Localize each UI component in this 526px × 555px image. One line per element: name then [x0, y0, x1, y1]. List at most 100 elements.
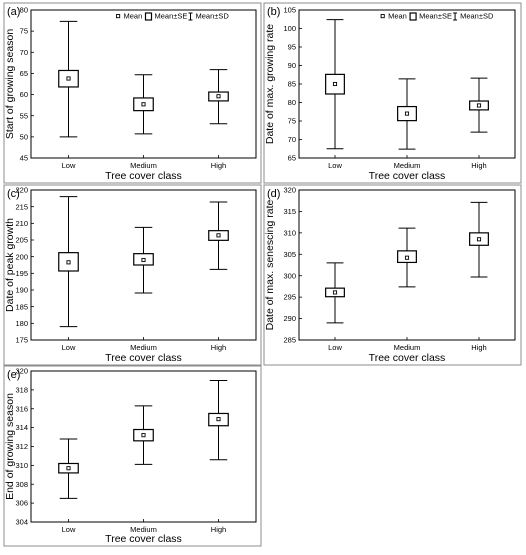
- x-tick-label: Low: [62, 525, 76, 534]
- chart-panel-d: 285 290 295 300 305 310 315 320 Low Medium High Tre…: [263, 184, 522, 366]
- y-tick-label: 306: [15, 499, 28, 508]
- x-tick-label: High: [211, 525, 226, 534]
- box-medium: [133, 405, 154, 465]
- x-tick-label: Low: [328, 161, 342, 170]
- y-tick-label: 175: [15, 336, 28, 345]
- legend-sd-label: Mean±SD: [196, 12, 230, 21]
- panel-label: (d): [267, 188, 280, 200]
- y-tick-label: 95: [288, 43, 296, 52]
- x-tick-label: High: [211, 343, 226, 352]
- mean-marker: [404, 111, 410, 116]
- y-axis-title: Date of max. senescing rate: [264, 199, 276, 330]
- y-tick-label: 310: [283, 228, 296, 237]
- chart-panel-a: 45 50 55 60 65 70 75 80 Low Medium High Tree cover …: [3, 2, 262, 184]
- x-axis-title: Tree cover class: [369, 170, 446, 182]
- y-tick-label: 215: [15, 202, 28, 211]
- mean-marker: [476, 237, 482, 242]
- y-tick-label: 320: [15, 367, 28, 376]
- x-tick-label: Low: [328, 343, 342, 352]
- mean-marker: [216, 417, 221, 422]
- y-tick-label: 70: [288, 135, 296, 144]
- box-high: [208, 69, 229, 125]
- box-high: [469, 77, 489, 133]
- x-tick-label: Low: [62, 161, 76, 170]
- x-tick-label: High: [471, 161, 486, 170]
- y-tick-label: 80: [288, 98, 296, 107]
- x-tick-label: High: [211, 161, 226, 170]
- mean-marker: [141, 257, 146, 263]
- box-medium: [133, 74, 154, 135]
- y-tick-label: 295: [283, 293, 296, 302]
- panel-label: (c): [7, 188, 20, 200]
- legend-se-label: Mean±SE: [155, 12, 188, 21]
- y-tick-label: 45: [20, 154, 28, 163]
- x-axis-title: Tree cover class: [369, 352, 446, 364]
- chart-panel-e: 304 306 308 310 312 314 316 318 320 Low Medium High…: [3, 365, 262, 547]
- mean-marker: [66, 260, 71, 265]
- y-tick-label: 100: [283, 24, 296, 33]
- mean-marker: [66, 466, 71, 471]
- y-tick-label: 60: [20, 90, 28, 99]
- mean-marker: [332, 81, 338, 87]
- y-tick-label: 85: [288, 80, 296, 89]
- y-tick-label: 195: [15, 269, 28, 278]
- y-tick-label: 314: [15, 423, 28, 432]
- legend: Mean Mean±SE Mean±SD: [380, 12, 494, 21]
- y-tick-label: 320: [283, 186, 296, 195]
- box-medium: [133, 226, 154, 294]
- x-axis-title: Tree cover class: [105, 352, 182, 364]
- legend-se-label: Mean±SE: [419, 12, 452, 21]
- legend: Mean Mean±SE Mean±SD: [116, 12, 230, 21]
- mean-marker: [141, 433, 146, 438]
- box-medium: [397, 227, 417, 288]
- mean-marker: [141, 102, 146, 107]
- y-axis-title: End of growing season: [4, 393, 16, 500]
- box-low: [325, 19, 345, 150]
- x-tick-label: Medium: [394, 343, 421, 352]
- y-tick-label: 290: [283, 314, 296, 323]
- legend-se-box: [409, 12, 417, 21]
- y-tick-label: 75: [20, 27, 28, 36]
- legend-se-box: [144, 12, 153, 21]
- box-low: [58, 20, 79, 138]
- box-low: [58, 196, 79, 328]
- panel-label: (b): [267, 6, 280, 18]
- x-tick-label: Medium: [130, 161, 157, 170]
- x-tick-label: Medium: [130, 343, 157, 352]
- y-tick-label: 105: [283, 6, 296, 15]
- y-tick-label: 80: [20, 6, 28, 15]
- y-tick-label: 315: [283, 207, 296, 216]
- box-low: [58, 438, 79, 499]
- mean-marker: [332, 290, 338, 295]
- legend-sd-label: Mean±SD: [460, 12, 494, 21]
- chart-panel-b: 65 70 75 80 85 90 95 100 105 Low Medium High Tree co…: [263, 2, 522, 184]
- y-axis-title: Date of max. growing rate: [264, 24, 276, 144]
- y-tick-label: 90: [288, 61, 296, 70]
- y-tick-label: 220: [15, 186, 28, 195]
- y-tick-label: 300: [283, 271, 296, 280]
- legend-mean-marker: [380, 14, 385, 19]
- y-tick-label: 185: [15, 302, 28, 311]
- x-axis-title: Tree cover class: [105, 533, 182, 545]
- legend-mean-label: Mean: [124, 12, 143, 21]
- y-tick-label: 55: [20, 111, 28, 120]
- panel-label: (a): [7, 6, 20, 18]
- y-tick-label: 285: [283, 336, 296, 345]
- mean-marker: [66, 76, 71, 81]
- x-tick-label: Medium: [130, 525, 157, 534]
- y-tick-label: 312: [15, 442, 28, 451]
- x-tick-label: High: [471, 343, 486, 352]
- y-axis-title: Date of peak growth: [4, 218, 16, 312]
- mean-marker: [404, 255, 410, 260]
- y-tick-label: 318: [15, 385, 28, 394]
- x-tick-label: Low: [62, 343, 76, 352]
- y-tick-label: 205: [15, 236, 28, 245]
- x-axis-title: Tree cover class: [105, 170, 182, 182]
- y-axis-title: Start of growing season: [4, 29, 16, 139]
- y-tick-label: 316: [15, 404, 28, 413]
- y-tick-label: 50: [20, 132, 28, 141]
- legend-mean-label: Mean: [388, 12, 407, 21]
- mean-marker: [216, 94, 221, 99]
- panel-label: (e): [7, 369, 20, 381]
